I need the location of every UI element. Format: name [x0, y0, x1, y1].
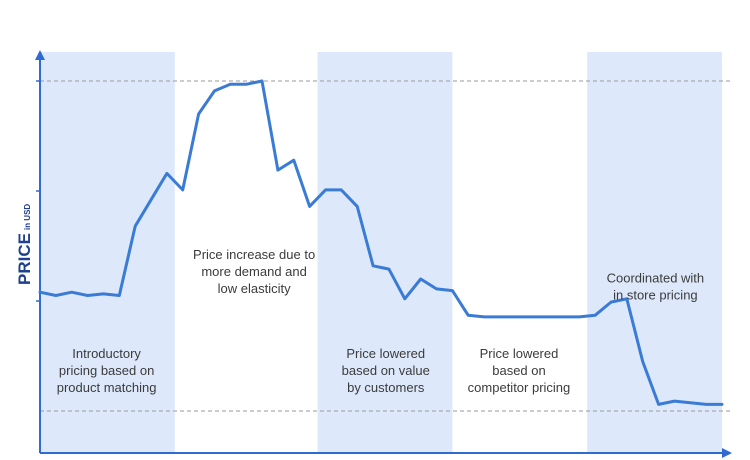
- data-point: [371, 264, 375, 267]
- series-line-1: [38, 79, 724, 406]
- y-axis-label: PRICE in USD: [15, 204, 34, 285]
- annotation-line: Price increase due to: [193, 247, 315, 262]
- data-point: [102, 292, 105, 296]
- annotation-line: low elasticity: [218, 281, 291, 296]
- data-point: [530, 315, 533, 319]
- shaded-bands: [40, 52, 722, 453]
- annotation-5: Coordinated with in store pricing: [607, 270, 705, 302]
- data-point: [578, 315, 581, 319]
- data-point: [181, 188, 184, 192]
- data-point: [165, 172, 169, 175]
- data-point: [704, 403, 708, 406]
- axes: [35, 50, 732, 458]
- shaded-band-2: [317, 52, 453, 453]
- data-point: [244, 83, 248, 86]
- data-point: [133, 225, 137, 228]
- data-point: [689, 401, 692, 404]
- annotation-line: Introductory: [72, 346, 141, 361]
- data-point: [118, 294, 121, 297]
- x-axis-arrow-icon: [722, 448, 732, 458]
- shaded-band-3: [587, 52, 722, 453]
- annotation-line: product matching: [57, 380, 157, 395]
- data-point: [435, 287, 438, 291]
- annotation-3: Price lowered based on value by customers: [342, 346, 430, 395]
- data-point: [593, 314, 597, 317]
- data-point: [213, 89, 216, 93]
- data-point: [673, 399, 676, 403]
- data-point: [498, 315, 502, 319]
- data-point: [149, 198, 153, 201]
- y-axis-title-main: PRICE: [15, 233, 34, 285]
- data-point: [467, 314, 470, 317]
- data-point: [641, 360, 644, 363]
- data-point: [625, 297, 629, 300]
- data-point: [546, 315, 549, 319]
- data-point: [229, 83, 232, 86]
- annotation-line: Price lowered: [346, 346, 425, 361]
- series-layer: [38, 79, 724, 406]
- data-point: [609, 300, 613, 304]
- data-point: [419, 277, 422, 281]
- annotation-line: based on: [492, 363, 546, 378]
- data-point: [340, 188, 343, 192]
- y-axis-title: PRICE in USD: [15, 204, 34, 285]
- data-point: [292, 159, 295, 162]
- data-point: [308, 205, 311, 208]
- annotation-4: Price lowered based on competitor pricing: [468, 346, 571, 395]
- annotation-line: pricing based on: [59, 363, 154, 378]
- data-point: [514, 315, 518, 319]
- y-axis-title-unit: in USD: [23, 204, 32, 230]
- data-point: [387, 267, 391, 271]
- data-point: [86, 294, 89, 297]
- data-point: [356, 205, 359, 208]
- data-point: [324, 188, 327, 192]
- annotation-line: more demand and: [201, 264, 307, 279]
- data-point: [260, 79, 264, 83]
- data-point: [562, 315, 565, 319]
- data-point: [657, 403, 660, 406]
- annotation-line: Coordinated with: [607, 270, 705, 285]
- annotation-line: Price lowered: [480, 346, 559, 361]
- y-axis-arrow-icon: [35, 50, 45, 60]
- annotation-line: in store pricing: [613, 287, 698, 302]
- data-point: [54, 294, 58, 297]
- reference-lines: [40, 80, 730, 412]
- data-point: [38, 291, 42, 294]
- data-point: [451, 289, 454, 292]
- annotation-2: Price increase due to more demand and low …: [193, 247, 315, 296]
- annotation-line: based on value: [342, 363, 430, 378]
- data-point: [403, 297, 406, 300]
- annotation-1: Introductory pricing based on product matc…: [57, 346, 157, 395]
- data-point: [720, 403, 724, 406]
- annotation-line: competitor pricing: [468, 380, 571, 395]
- data-point: [197, 112, 200, 116]
- annotations: Introductory pricing based on product matc…: [57, 247, 704, 395]
- shaded-band-1: [40, 52, 175, 453]
- annotation-line: by customers: [347, 380, 425, 395]
- data-point: [276, 168, 280, 172]
- data-point: [482, 315, 486, 319]
- data-point: [70, 291, 73, 294]
